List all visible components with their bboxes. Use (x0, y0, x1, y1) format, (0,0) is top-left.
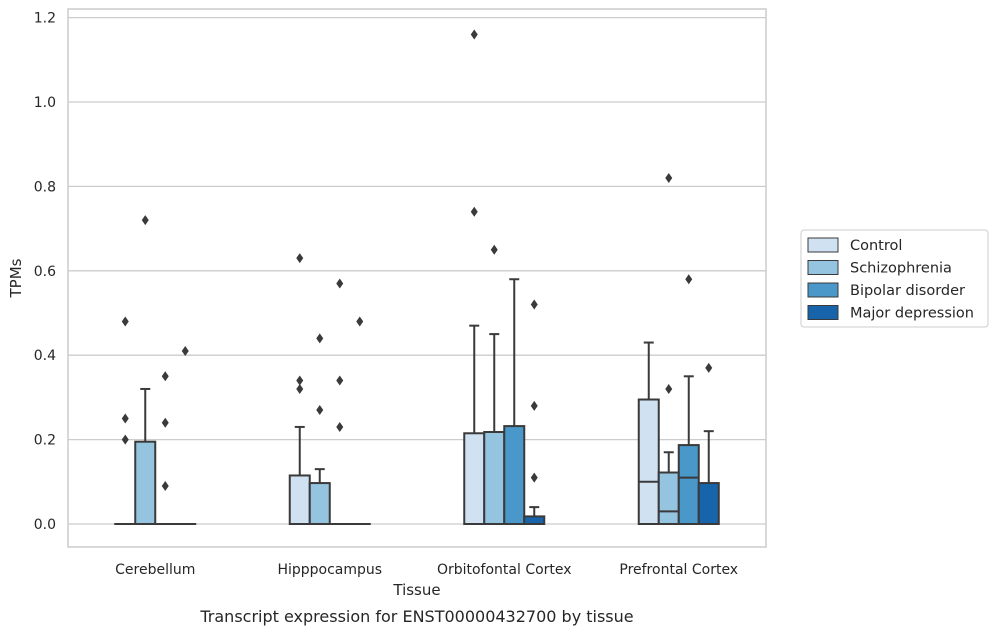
outlier-point (336, 375, 344, 386)
box-group (134, 215, 157, 525)
x-tick-label: Hipppocampus (277, 562, 382, 578)
y-tick-label: 1.0 (34, 95, 56, 111)
box-group (308, 333, 331, 526)
box-rect (637, 398, 660, 526)
x-tick-label: Prefrontal Cortex (619, 562, 738, 578)
outlier-point (141, 215, 149, 226)
box-rect (483, 431, 506, 525)
y-axis-title: TPMs (7, 258, 25, 298)
legend: Control Schizophrenia Bipolar disorder Majo… (800, 229, 989, 328)
outlier-point (470, 29, 478, 40)
outlier-point (296, 375, 304, 386)
box-rect (503, 425, 526, 526)
outlier-point (490, 244, 498, 255)
legend-swatch (807, 305, 839, 320)
outlier-point (665, 383, 673, 394)
box-group (114, 316, 137, 526)
y-tick-label: 0.0 (34, 517, 56, 533)
legend-swatch (807, 260, 839, 275)
box-group (154, 371, 177, 526)
y-tick-label: 0.2 (34, 433, 56, 449)
outlier-point (161, 371, 169, 382)
x-tick-labels: Cerebellum Hipppocampus Orbitofontal Corte… (115, 562, 738, 578)
outlier-point (665, 172, 673, 183)
legend-swatch (807, 237, 839, 253)
outlier-point (530, 472, 538, 483)
legend-swatch (807, 282, 839, 298)
box-group (523, 299, 546, 525)
outlier-point (296, 253, 304, 264)
box-rect (657, 471, 680, 525)
outlier-point (705, 362, 713, 373)
box-series (114, 29, 720, 526)
outlier-point (336, 278, 344, 289)
outlier-point (121, 434, 129, 445)
box-group (637, 341, 660, 526)
y-tick-label: 0.4 (34, 348, 56, 364)
outlier-point (336, 421, 344, 432)
box-rect (697, 482, 720, 526)
y-tick-label: 0.8 (34, 179, 56, 195)
box-group (348, 316, 371, 526)
box-rect (288, 474, 311, 525)
outlier-point (356, 316, 364, 327)
box-rect (523, 515, 546, 525)
y-tick-label: 0.6 (34, 264, 56, 280)
plot-frame (67, 8, 767, 548)
x-axis-title: Tissue (392, 581, 440, 599)
outlier-point (530, 400, 538, 411)
y-tick-labels: 0.0 0.2 0.4 0.6 0.8 1.0 1.2 (34, 11, 56, 533)
chart-caption: Transcript expression for ENST0000043270… (199, 607, 633, 626)
box-rect (677, 444, 700, 525)
y-tick-label: 1.2 (34, 11, 56, 27)
legend-label: Bipolar disorder (850, 283, 965, 299)
outlier-point (316, 405, 324, 416)
outlier-point (121, 316, 129, 327)
outlier-point (161, 481, 169, 492)
box-group (174, 345, 197, 526)
outlier-point (685, 274, 693, 285)
x-tick-label: Cerebellum (115, 562, 195, 578)
box-group (483, 244, 506, 525)
plot-background (68, 9, 766, 547)
outlier-point (121, 413, 129, 424)
box-rect (463, 432, 486, 525)
box-group (288, 253, 311, 525)
box-rect (134, 440, 157, 525)
gridlines (68, 16, 766, 525)
box-group (697, 362, 720, 526)
outlier-point (296, 383, 304, 394)
legend-label: Schizophrenia (850, 261, 952, 277)
legend-frame (800, 229, 989, 328)
outlier-point (530, 299, 538, 310)
outlier-point (316, 333, 324, 344)
box-group (677, 274, 700, 525)
box-group (463, 29, 486, 525)
x-tick-label: Orbitofontal Cortex (437, 562, 572, 578)
box-rect (308, 482, 331, 526)
legend-label: Control (850, 238, 902, 254)
legend-label: Major depression (850, 306, 974, 322)
outlier-point (470, 206, 478, 217)
box-group (503, 278, 526, 526)
outlier-point (181, 345, 189, 356)
outlier-point (161, 417, 169, 428)
